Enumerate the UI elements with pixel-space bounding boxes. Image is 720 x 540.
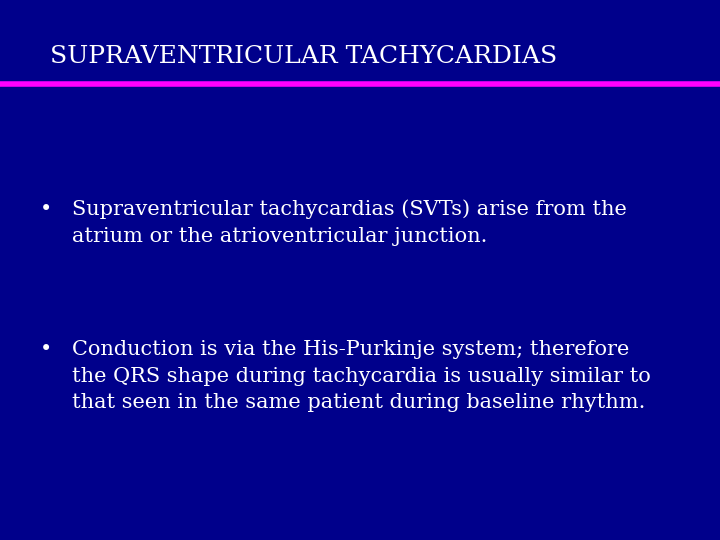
Text: Supraventricular tachycardias (SVTs) arise from the
atrium or the atrioventricul: Supraventricular tachycardias (SVTs) ari… [72, 200, 627, 246]
Text: •: • [40, 340, 52, 359]
Text: SUPRAVENTRICULAR TACHYCARDIAS: SUPRAVENTRICULAR TACHYCARDIAS [50, 45, 558, 68]
Text: •: • [40, 200, 52, 219]
Text: Conduction is via the His-Purkinje system; therefore
the QRS shape during tachyc: Conduction is via the His-Purkinje syste… [72, 340, 651, 412]
